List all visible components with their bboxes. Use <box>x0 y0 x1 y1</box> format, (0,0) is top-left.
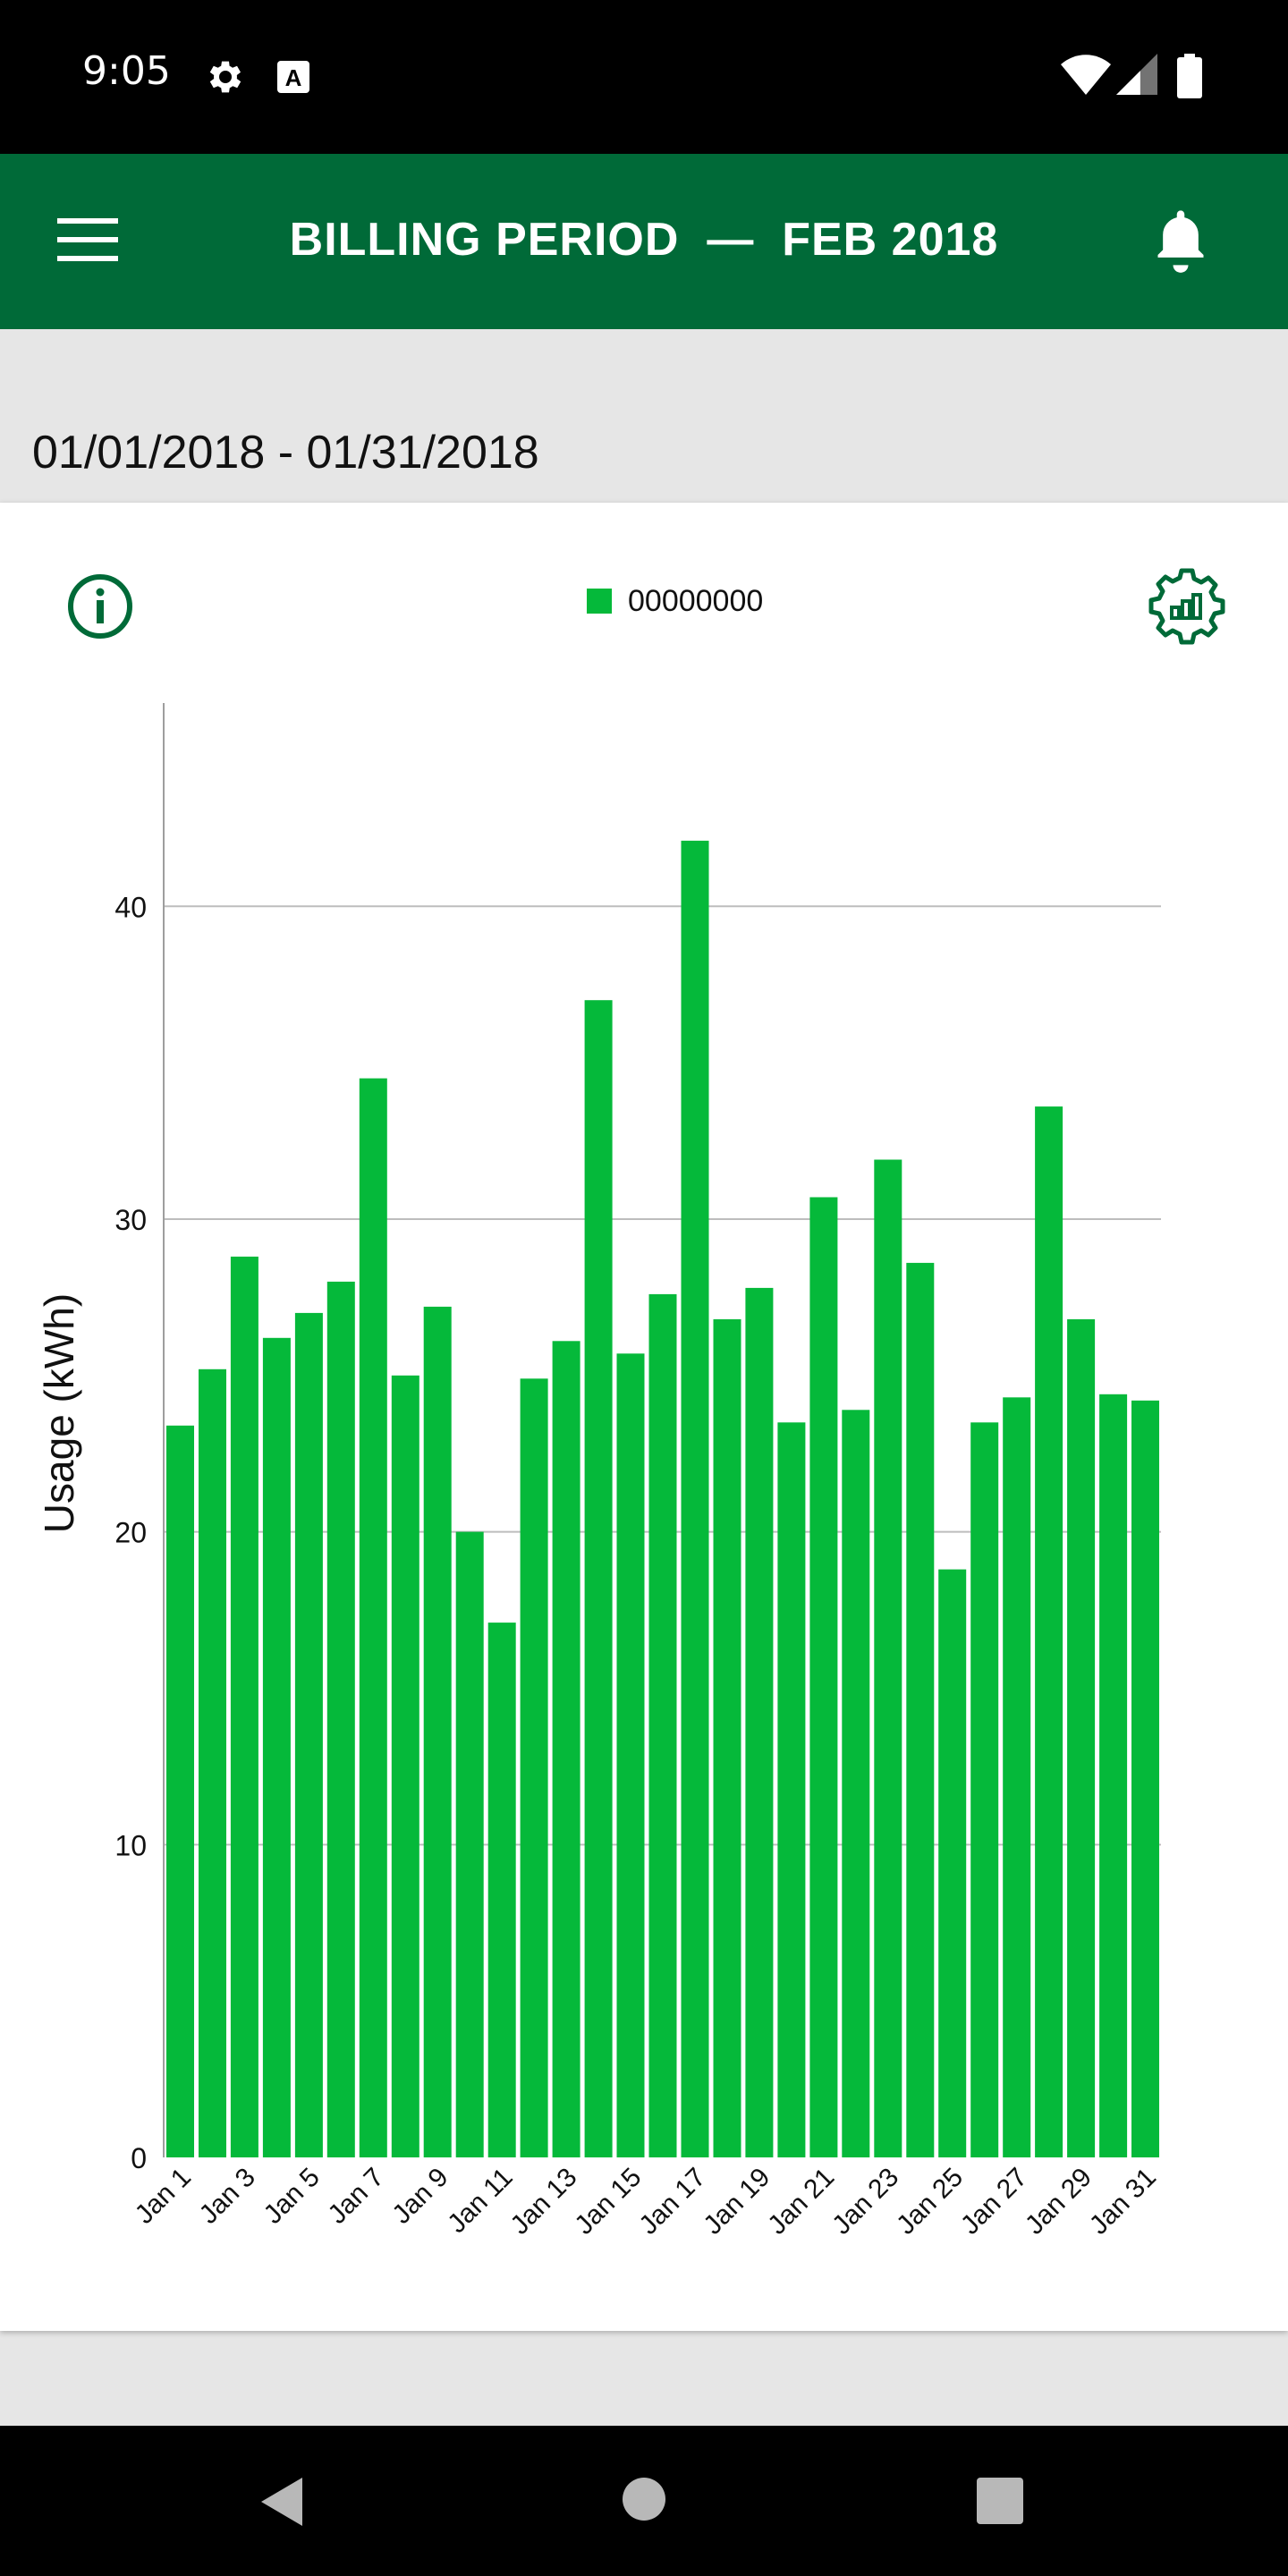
info-icon <box>68 574 132 639</box>
battery-icon <box>1177 54 1202 103</box>
legend-swatch <box>587 589 612 614</box>
svg-text:A: A <box>285 64 302 91</box>
chart-bar <box>713 1318 741 2157</box>
back-triangle-icon <box>261 2478 302 2526</box>
chart-bar <box>359 1078 387 2157</box>
back-button[interactable] <box>256 2474 306 2534</box>
y-tick-label: 0 <box>131 2142 147 2174</box>
chart-bar <box>423 1306 452 2157</box>
chart-settings-gear-icon <box>1148 568 1225 645</box>
home-button[interactable] <box>621 2476 667 2527</box>
chart-bar <box>681 840 709 2157</box>
y-axis-title: Usage (kWh) <box>36 1293 82 1533</box>
status-time: 9:05 <box>82 48 171 94</box>
chart-bar <box>906 1262 935 2157</box>
chart-bar <box>230 1256 258 2157</box>
status-bar: 9:05 A <box>0 0 1288 154</box>
y-tick-label: 20 <box>114 1517 147 1549</box>
x-tick-label: Jan 29 <box>1020 2163 1097 2241</box>
gear-icon <box>202 55 245 103</box>
chart-bar <box>326 1281 355 2157</box>
x-tick-label: Jan 7 <box>323 2163 390 2230</box>
recents-square-icon <box>977 2478 1023 2524</box>
x-tick-label: Jan 3 <box>194 2163 261 2230</box>
signal-icon <box>1116 54 1157 99</box>
legend-label: 00000000 <box>628 583 764 618</box>
notifications-button[interactable] <box>1150 206 1211 274</box>
x-tick-label: Jan 13 <box>505 2163 583 2241</box>
chart-bar <box>809 1197 838 2157</box>
chart-bar <box>166 1425 194 2157</box>
y-tick-label: 40 <box>114 891 147 923</box>
chart-bar <box>1035 1106 1063 2157</box>
x-tick-label: Jan 21 <box>762 2163 840 2241</box>
hamburger-menu-icon <box>57 218 118 261</box>
chart-bar <box>520 1378 548 2157</box>
chart-bar <box>1067 1318 1096 2157</box>
x-tick-label: Jan 11 <box>442 2163 518 2239</box>
chart-bar <box>391 1375 419 2157</box>
chart-bar <box>1003 1397 1031 2157</box>
date-range: 01/01/2018 - 01/31/2018 <box>32 427 539 479</box>
info-button[interactable] <box>66 572 134 640</box>
chart-bar <box>938 1569 967 2157</box>
chart-legend: 00000000 <box>587 581 763 621</box>
chart-bar <box>294 1312 323 2157</box>
chart-bar <box>842 1410 870 2157</box>
font-a-icon: A <box>275 59 311 99</box>
chart-bar <box>455 1531 484 2157</box>
y-tick-label: 10 <box>114 1829 147 1861</box>
recents-button[interactable] <box>977 2478 1023 2529</box>
chart-bar <box>874 1159 902 2157</box>
system-nav-bar <box>0 2426 1288 2576</box>
chart-bar <box>970 1422 999 2157</box>
x-tick-label: Jan 17 <box>633 2163 711 2241</box>
chart-bar <box>262 1337 291 2157</box>
x-tick-label: Jan 23 <box>826 2163 904 2241</box>
chart-bar <box>552 1341 580 2157</box>
chart-bar <box>745 1287 774 2157</box>
home-circle-icon <box>623 2478 665 2521</box>
chart-bar <box>1099 1394 1128 2157</box>
y-tick-label: 30 <box>114 1204 147 1236</box>
page-title: BILLING PERIOD — FEB 2018 <box>289 214 999 266</box>
menu-button[interactable] <box>57 218 118 261</box>
chart-bar <box>648 1293 677 2157</box>
x-tick-label: Jan 19 <box>698 2163 775 2241</box>
chart-bar <box>584 1000 613 2157</box>
x-tick-label: Jan 27 <box>955 2163 1033 2241</box>
app-bar: BILLING PERIOD — FEB 2018 <box>0 154 1288 329</box>
chart-bar <box>1131 1400 1159 2157</box>
chart-settings-button[interactable] <box>1147 565 1227 646</box>
bell-icon <box>1157 210 1204 273</box>
chart-bar <box>199 1368 226 2157</box>
x-tick-label: Jan 5 <box>258 2163 326 2230</box>
chart-bar <box>487 1623 516 2157</box>
x-tick-label: Jan 25 <box>891 2163 969 2241</box>
chart-bar <box>777 1422 806 2157</box>
chart-bar <box>616 1353 645 2157</box>
x-tick-label: Jan 15 <box>569 2163 647 2241</box>
x-tick-label: Jan 31 <box>1084 2163 1162 2241</box>
wifi-icon <box>1061 54 1111 101</box>
